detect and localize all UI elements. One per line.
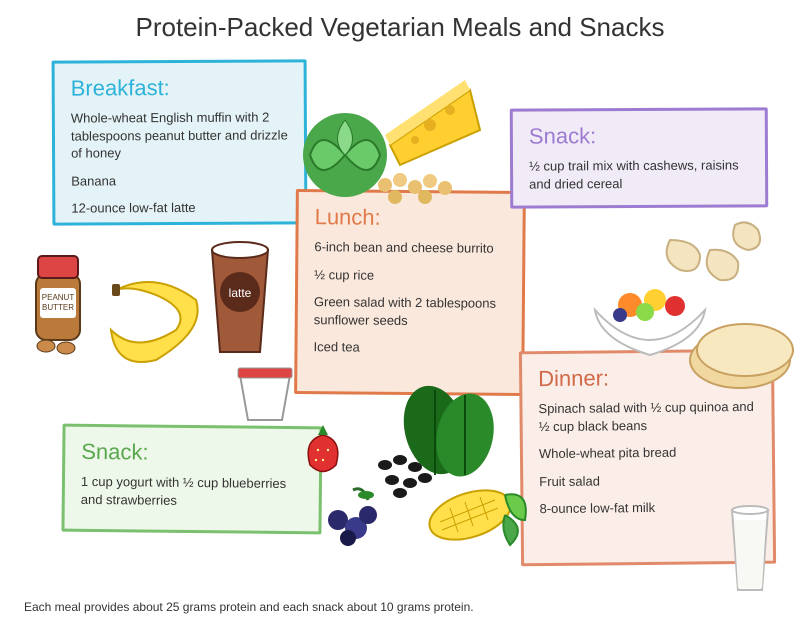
dinner-item: Spinach salad with ½ cup quinoa and ½ cu…: [538, 398, 755, 435]
peanut-butter-icon: PEANUT BUTTER: [18, 246, 98, 356]
lunch-item: ½ cup rice: [314, 266, 506, 285]
snack-card-2: Snack: 1 cup yogurt with ½ cup blueberri…: [61, 424, 322, 535]
lunch-item: 6-inch bean and cheese burrito: [314, 238, 506, 257]
breakfast-item: Banana: [71, 171, 288, 190]
snack2-item: 1 cup yogurt with ½ cup blueberries and …: [81, 473, 303, 510]
pita-icon: [680, 310, 800, 400]
breakfast-heading: Breakfast:: [71, 74, 288, 101]
strawberry-icon: [298, 420, 348, 475]
lunch-card: Lunch: 6-inch bean and cheese burrito ½ …: [294, 189, 526, 396]
svg-text:latte: latte: [229, 286, 252, 300]
dinner-item: Fruit salad: [539, 471, 756, 491]
snack1-heading: Snack:: [529, 122, 749, 149]
snack2-heading: Snack:: [81, 439, 303, 467]
banana-icon: [96, 260, 216, 380]
breakfast-item: 12-ounce low-fat latte: [71, 199, 288, 218]
footer-note: Each meal provides about 25 grams protei…: [24, 600, 474, 614]
svg-text:PEANUT: PEANUT: [42, 293, 75, 302]
corn-icon: [410, 460, 540, 570]
lunch-item: Green salad with 2 tablespoons sunflower…: [314, 293, 506, 330]
yogurt-icon: [230, 360, 300, 430]
lunch-item: Iced tea: [313, 338, 505, 357]
chickpeas-icon: [370, 155, 460, 215]
snack-card-1: Snack: ½ cup trail mix with cashews, rai…: [510, 107, 769, 208]
milk-glass-icon: [720, 500, 780, 600]
svg-text:BUTTER: BUTTER: [42, 303, 74, 312]
dinner-item: Whole-wheat pita bread: [539, 443, 756, 463]
latte-icon: latte: [200, 232, 280, 362]
snack1-item: ½ cup trail mix with cashews, raisins an…: [529, 156, 749, 192]
breakfast-card: Breakfast: Whole-wheat English muffin wi…: [52, 59, 308, 225]
page-title: Protein-Packed Vegetarian Meals and Snac…: [0, 0, 800, 43]
breakfast-item: Whole-wheat English muffin with 2 tables…: [71, 108, 288, 162]
